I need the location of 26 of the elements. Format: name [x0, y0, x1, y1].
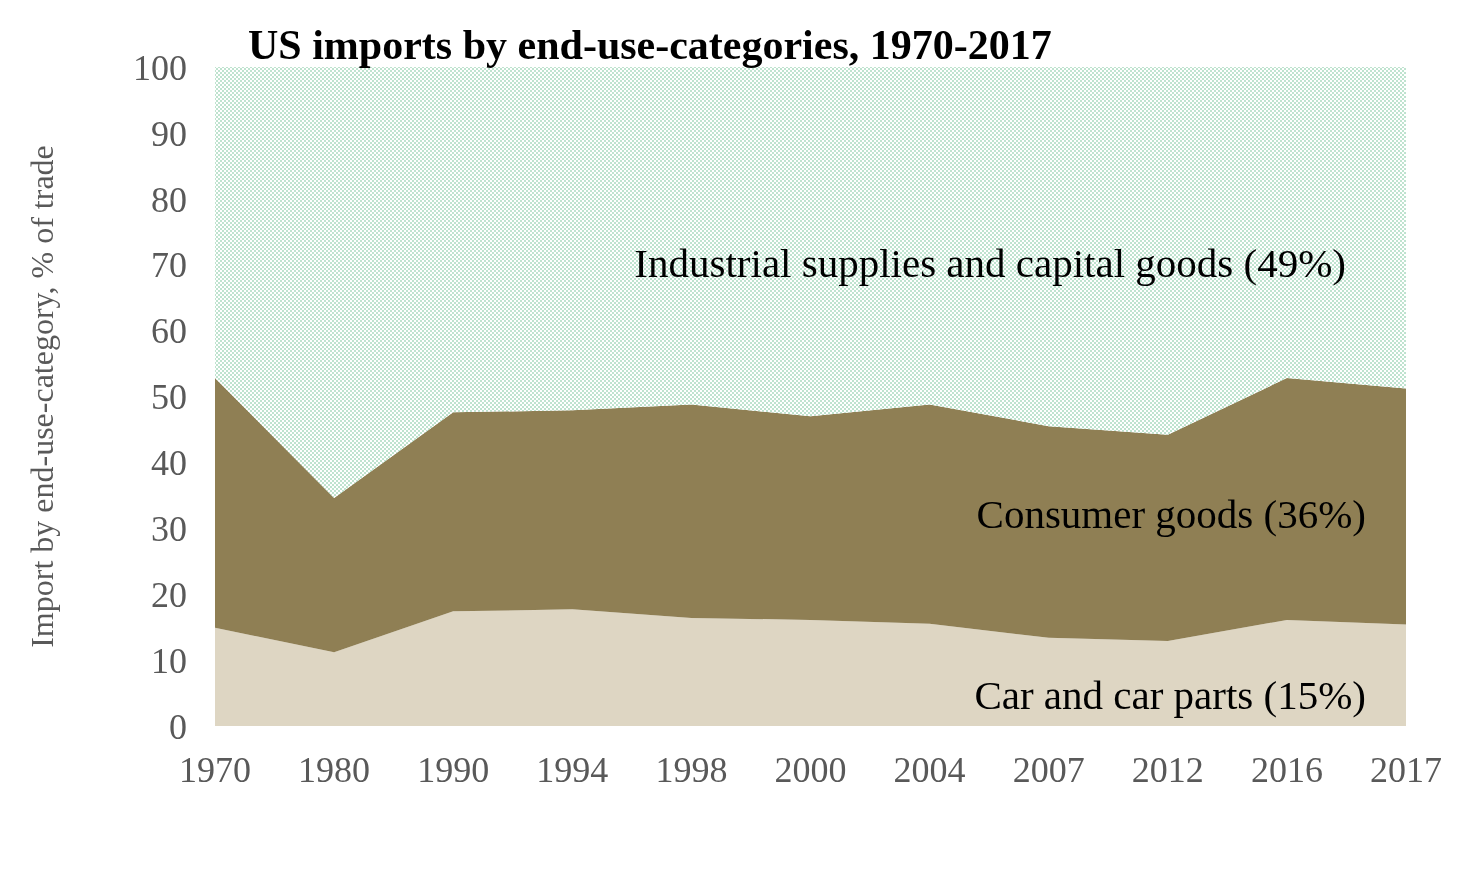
y-tick-label: 60: [151, 311, 187, 352]
chart-title: US imports by end-use-categories, 1970-2017: [248, 22, 1052, 69]
x-tick-label: 1994: [536, 749, 609, 790]
y-axis-title: Import by end-use-category, % of trade: [24, 145, 61, 648]
x-tick-label: 1990: [417, 749, 490, 790]
y-tick-label: 50: [151, 377, 187, 418]
y-tick-label: 90: [151, 113, 187, 154]
x-tick-label: 1980: [298, 749, 371, 790]
x-tick-label: 2007: [1012, 749, 1085, 790]
series-label: Industrial supplies and capital goods (49%): [634, 240, 1346, 287]
y-tick-label: 100: [133, 47, 187, 88]
x-tick-label: 1970: [179, 749, 251, 790]
y-tick-label: 80: [151, 179, 187, 220]
x-tick-label: 1998: [655, 749, 728, 790]
x-tick-label: 2017: [1370, 749, 1442, 790]
y-tick-label: 0: [169, 706, 187, 747]
y-tick-label: 30: [151, 509, 187, 550]
x-tick-label: 2012: [1131, 749, 1204, 790]
x-tick-label: 2016: [1250, 749, 1323, 790]
y-tick-label: 70: [151, 245, 187, 286]
y-tick-label: 10: [151, 640, 187, 681]
x-tick-label: 2004: [893, 749, 966, 790]
y-tick-label: 40: [151, 443, 187, 484]
x-tick-label: 2000: [774, 749, 847, 790]
series-label: Consumer goods (36%): [976, 490, 1366, 537]
y-tick-label: 20: [151, 574, 187, 615]
